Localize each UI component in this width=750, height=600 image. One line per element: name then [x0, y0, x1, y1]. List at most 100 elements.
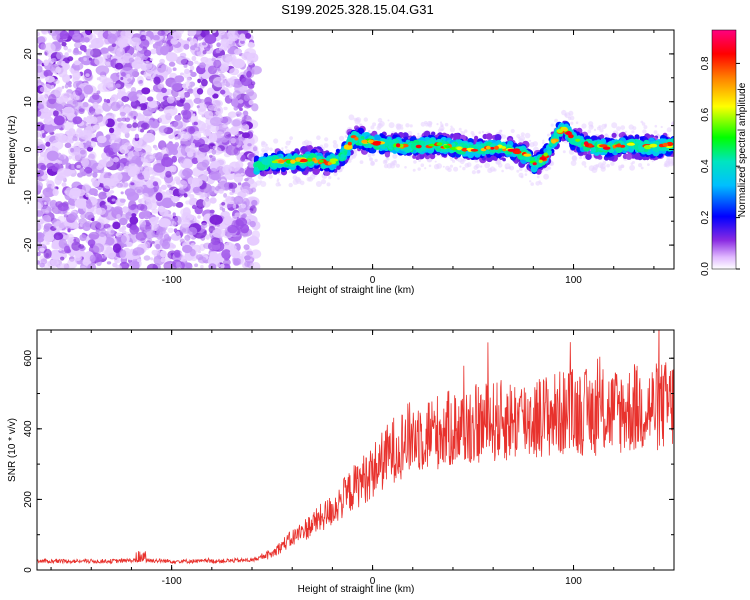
noise-blob	[51, 57, 57, 63]
noise-blob	[37, 110, 42, 117]
noise-blob	[185, 200, 190, 205]
signal-halo	[587, 129, 592, 134]
signal-halo	[294, 176, 301, 183]
signal-halo	[628, 124, 634, 130]
noise-blob	[140, 204, 148, 212]
noise-blob	[251, 187, 257, 193]
noise-blob	[153, 255, 165, 266]
noise-blob	[223, 106, 228, 111]
signal-halo	[417, 132, 420, 136]
noise-blob	[42, 133, 46, 138]
noise-blob	[202, 198, 211, 208]
noise-blob	[152, 34, 160, 41]
noise-blob	[128, 200, 137, 211]
signal-cell	[591, 148, 596, 153]
noise-blob	[216, 42, 221, 48]
noise-blob	[146, 137, 153, 143]
noise-blob	[137, 114, 145, 122]
noise-blob	[175, 96, 181, 101]
signal-halo	[510, 128, 515, 134]
noise-blob	[187, 30, 197, 37]
noise-blob	[170, 81, 183, 92]
noise-blob	[96, 207, 107, 215]
noise-blob	[92, 243, 105, 254]
signal-halo	[396, 124, 400, 127]
noise-blob	[249, 220, 256, 228]
noise-blob	[63, 46, 68, 51]
signal-halo	[344, 135, 348, 138]
noise-blob	[62, 121, 74, 131]
noise-blob	[197, 36, 202, 41]
signal-halo	[604, 124, 607, 128]
noise-blob	[64, 142, 72, 149]
noise-blob	[100, 47, 109, 54]
noise-blob	[188, 85, 193, 90]
noise-blob	[243, 140, 249, 145]
signal-cell	[497, 148, 502, 153]
signal-halo	[439, 121, 443, 124]
noise-blob	[219, 63, 229, 72]
noise-blob	[243, 94, 250, 102]
noise-blob	[93, 192, 99, 197]
noise-blob	[98, 75, 108, 83]
signal-halo	[460, 130, 463, 133]
signal-halo	[564, 113, 568, 117]
noise-blob	[167, 184, 172, 188]
signal-cell	[259, 170, 265, 176]
signal-halo	[424, 167, 427, 170]
signal-halo	[289, 136, 293, 141]
noise-blob	[141, 122, 150, 130]
signal-halo	[666, 127, 672, 133]
signal-halo	[493, 168, 497, 172]
noise-blob	[78, 108, 85, 115]
noise-blob	[121, 96, 130, 103]
noise-blob	[183, 158, 190, 165]
noise-blob	[209, 116, 223, 127]
signal-halo	[273, 138, 279, 144]
noise-blob	[250, 81, 256, 86]
noise-blob	[228, 34, 239, 42]
noise-blob	[54, 88, 62, 98]
signal-halo	[379, 121, 385, 127]
noise-blob	[103, 156, 114, 167]
noise-blob	[167, 236, 172, 241]
signal-halo	[575, 121, 579, 124]
noise-blob	[43, 69, 53, 78]
noise-blob	[44, 201, 47, 205]
noise-blob	[137, 258, 142, 263]
noise-blob	[150, 129, 154, 133]
noise-blob	[221, 207, 226, 212]
noise-blob	[45, 75, 55, 83]
noise-blob	[240, 123, 250, 132]
noise-blob	[200, 56, 209, 63]
signal-halo	[387, 119, 390, 122]
noise-blob	[57, 202, 69, 212]
noise-blob	[131, 213, 137, 218]
signal-halo	[359, 160, 364, 165]
signal-halo	[323, 143, 329, 148]
signal-halo	[599, 128, 604, 133]
signal-halo	[579, 156, 582, 160]
noise-blob	[201, 79, 208, 87]
noise-blob	[136, 106, 141, 110]
noise-blob	[183, 63, 188, 68]
noise-blob	[156, 62, 167, 73]
noise-blob	[220, 263, 225, 269]
noise-blob	[237, 30, 249, 36]
noise-blob	[157, 82, 165, 90]
noise-blob	[234, 212, 241, 218]
signal-halo	[386, 163, 393, 169]
noise-blob	[175, 201, 184, 208]
signal-halo	[353, 152, 358, 157]
noise-blob	[43, 248, 52, 259]
noise-blob	[105, 61, 111, 66]
noise-blob	[240, 40, 245, 44]
noise-blob	[126, 157, 131, 161]
signal-halo	[618, 165, 622, 169]
noise-blob	[180, 219, 191, 228]
noise-blob	[203, 170, 209, 176]
noise-blob	[224, 186, 229, 191]
noise-blob	[58, 238, 68, 249]
signal-halo	[660, 125, 663, 129]
signal-halo	[315, 181, 322, 187]
